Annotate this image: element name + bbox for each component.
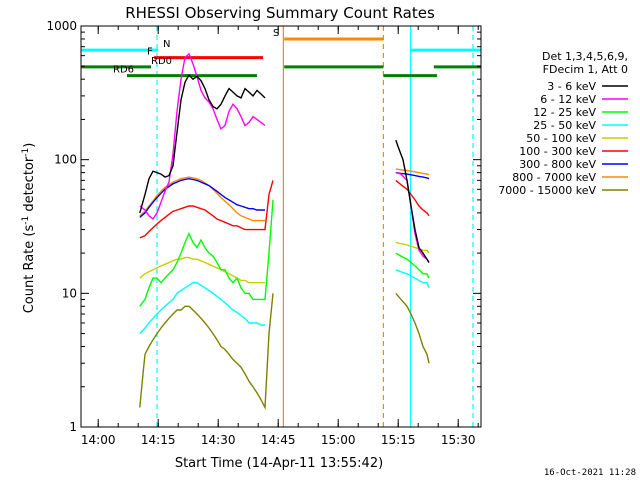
x-tick-label: 15:30 <box>441 433 476 447</box>
legend: Det 1,3,4,5,6,9,FDecim 1, Att 0 3 - 6 keV… <box>498 50 628 197</box>
y-axis-label: Count Rate (s-1 detector-1) <box>21 143 37 314</box>
legend-header: FDecim 1, Att 0 <box>543 63 628 76</box>
y-tick-label: 100 <box>54 153 77 167</box>
legend-label: 7000 - 15000 keV <box>498 184 596 197</box>
y-tick-label: 1 <box>69 420 77 434</box>
series-line-5-seg-0 <box>139 180 274 239</box>
legend-label: 100 - 300 keV <box>519 145 596 158</box>
legend-label: 300 - 800 keV <box>519 158 596 171</box>
plot-frame <box>80 25 482 428</box>
x-tick-label: 15:00 <box>321 433 356 447</box>
chart-title: RHESSI Observing Summary Count Rates <box>125 4 435 22</box>
series-line-2-seg-0 <box>139 199 274 307</box>
series-line-2-seg-1 <box>395 252 430 279</box>
plot-axes <box>80 25 482 428</box>
x-tick-label: 15:15 <box>381 433 416 447</box>
series-line-6-seg-0 <box>139 177 265 218</box>
x-tick-label: 14:00 <box>81 433 116 447</box>
legend-header: Det 1,3,4,5,6,9, <box>542 50 628 63</box>
legend-label: 800 - 7000 keV <box>512 171 596 184</box>
timestamp: 16-Oct-2021 11:28 <box>544 468 636 478</box>
series-line-4-seg-0 <box>139 256 265 284</box>
x-tick-label: 14:15 <box>141 433 176 447</box>
series-line-3-seg-1 <box>395 269 430 289</box>
x-tick-label: 14:30 <box>201 433 236 447</box>
series-line-3-seg-0 <box>139 282 265 335</box>
x-tick-label: 14:45 <box>261 433 296 447</box>
x-axis-label: Start Time (14-Apr-11 13:55:42) <box>175 456 383 471</box>
series-line-1-seg-0 <box>139 52 266 221</box>
annotation-n: N <box>163 39 170 50</box>
annotation-f: F <box>147 47 153 58</box>
series-line-5-seg-1 <box>395 179 430 217</box>
series-line-8-seg-1 <box>395 292 430 364</box>
y-tick-label: 1000 <box>46 19 77 33</box>
legend-label: 12 - 25 keV <box>533 106 596 119</box>
series-line-7-seg-1 <box>395 168 430 176</box>
legend-label: 50 - 100 keV <box>526 132 596 145</box>
legend-label: 25 - 50 keV <box>533 119 596 132</box>
annotation-rd0: RD0 <box>151 56 172 67</box>
series-line-0-seg-0 <box>139 73 266 214</box>
annotation-s: S <box>273 28 279 39</box>
series-line-7-seg-0 <box>139 176 265 222</box>
series-line-0-seg-1 <box>395 139 430 263</box>
legend-label: 6 - 12 keV <box>540 93 596 106</box>
legend-label: 3 - 6 keV <box>547 80 596 93</box>
series-line-4-seg-1 <box>395 241 430 254</box>
annotation-rd6: RD6 <box>113 65 134 76</box>
y-tick-label: 10 <box>62 286 77 300</box>
series-line-6-seg-1 <box>395 171 430 180</box>
series-line-8-seg-0 <box>139 293 274 411</box>
